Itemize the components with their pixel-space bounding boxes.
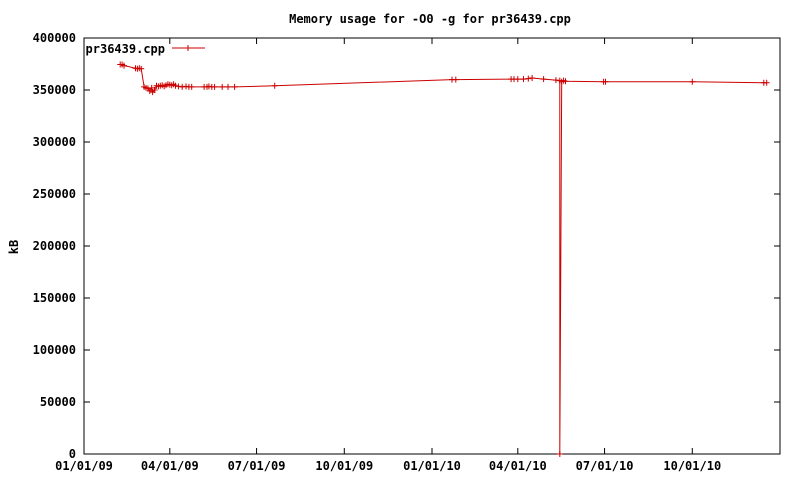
data-point	[540, 76, 547, 83]
y-tick-label: 150000	[33, 291, 76, 305]
y-tick-label: 350000	[33, 83, 76, 97]
series-line	[120, 64, 767, 455]
data-point	[271, 82, 278, 89]
legend-marker	[185, 45, 191, 51]
y-tick-label: 200000	[33, 239, 76, 253]
data-point	[514, 76, 521, 83]
x-tick-label: 04/01/09	[141, 459, 199, 473]
y-tick-label: 0	[69, 447, 76, 461]
x-tick-label: 10/01/10	[663, 459, 721, 473]
data-point	[138, 65, 145, 72]
data-point	[525, 75, 532, 82]
series-layer	[117, 61, 770, 457]
y-tick-label: 250000	[33, 187, 76, 201]
legend-label: pr36439.cpp	[86, 42, 165, 56]
data-point	[556, 451, 563, 457]
data-point	[602, 78, 609, 85]
data-point	[529, 75, 536, 81]
data-point	[121, 62, 127, 69]
plot-frame	[83, 37, 781, 455]
x-tick-label: 01/01/10	[403, 459, 461, 473]
y-axis-label: kB	[7, 240, 21, 254]
y-tick-label: 50000	[40, 395, 76, 409]
legend: pr36439.cpp	[86, 42, 205, 56]
x-tick-label: 07/01/10	[576, 459, 634, 473]
data-point	[146, 88, 153, 94]
x-tick-label: 04/01/10	[489, 459, 547, 473]
axis-ticks: 0 50000 100000 150000 200000 250000 300000 3500…	[33, 31, 780, 473]
y-tick-label: 100000	[33, 343, 76, 357]
data-point	[225, 83, 231, 90]
chart-title: Memory usage for -O0 -g for pr36439.cpp	[289, 12, 571, 26]
data-point	[689, 78, 696, 85]
x-tick-label: 10/01/09	[315, 459, 373, 473]
data-point	[211, 83, 218, 90]
y-tick-label: 400000	[33, 31, 76, 45]
x-tick-label: 01/01/09	[55, 459, 113, 473]
x-tick-label: 07/01/09	[228, 459, 286, 473]
data-point	[172, 82, 179, 89]
data-point	[188, 83, 195, 90]
data-point	[452, 76, 459, 83]
y-tick-label: 300000	[33, 135, 76, 149]
data-point	[231, 83, 238, 90]
data-point	[151, 87, 158, 93]
data-point	[562, 78, 569, 85]
data-point	[219, 83, 226, 90]
data-point	[763, 79, 770, 86]
